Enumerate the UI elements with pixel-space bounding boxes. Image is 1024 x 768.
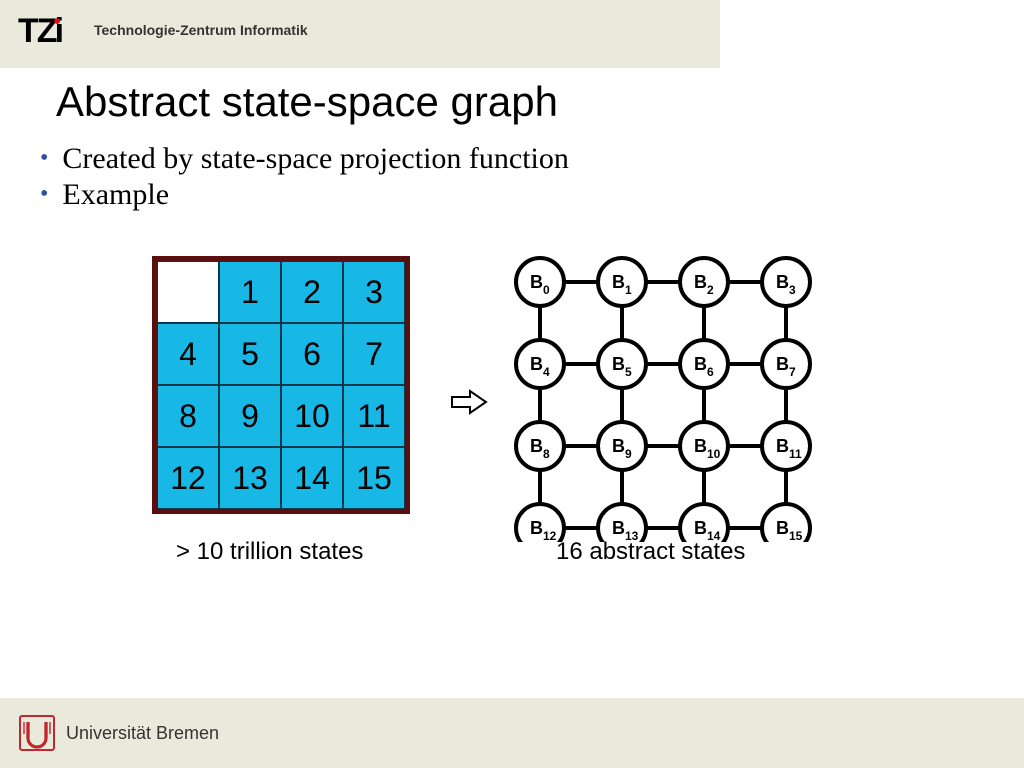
- bullet-list: •Created by state-space projection funct…: [40, 140, 569, 214]
- puzzle-cell: 10: [281, 385, 343, 447]
- puzzle-caption: > 10 trillion states: [176, 538, 363, 566]
- puzzle-cell: 9: [219, 385, 281, 447]
- tzi-logo: TZ•i: [18, 12, 62, 51]
- university-logo: Universität Bremen: [18, 714, 219, 752]
- puzzle-cell: 13: [219, 447, 281, 509]
- puzzle-cell: 6: [281, 323, 343, 385]
- tzi-subtitle: Technologie-Zentrum Informatik: [94, 22, 308, 38]
- puzzle-cell: 8: [157, 385, 219, 447]
- graph-caption: 16 abstract states: [556, 538, 745, 566]
- puzzle-cell: 5: [219, 323, 281, 385]
- puzzle-cell: 11: [343, 385, 405, 447]
- puzzle-cell: 3: [343, 261, 405, 323]
- bullet-text: Created by state-space projection functi…: [62, 142, 568, 175]
- arrow-icon: [450, 388, 488, 421]
- puzzle-cell: 14: [281, 447, 343, 509]
- puzzle-cell: 2: [281, 261, 343, 323]
- university-name: Universität Bremen: [66, 723, 219, 744]
- puzzle-cell: 1: [219, 261, 281, 323]
- puzzle-cell: 4: [157, 323, 219, 385]
- puzzle-blank-cell: [157, 261, 219, 323]
- puzzle-grid: 123456789101112131415: [152, 256, 410, 514]
- slide-title: Abstract state-space graph: [56, 78, 558, 126]
- puzzle-cell: 15: [343, 447, 405, 509]
- puzzle-cell: 12: [157, 447, 219, 509]
- puzzle-cell: 7: [343, 323, 405, 385]
- bullet-text: Example: [62, 178, 169, 211]
- state-graph: B0B1B2B3B4B5B6B7B8B9B10B11B12B13B14B15: [510, 252, 830, 542]
